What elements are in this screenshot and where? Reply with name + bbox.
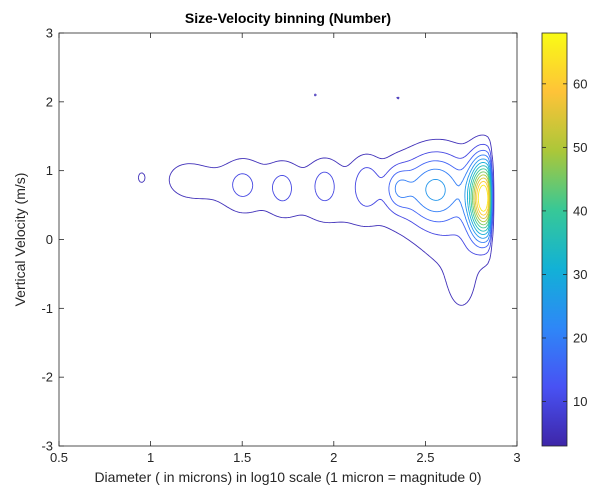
contour-level xyxy=(137,93,495,306)
y-tick-label: -1 xyxy=(41,301,53,316)
contour-level xyxy=(232,143,494,256)
y-tick-label: 0 xyxy=(46,232,53,247)
colorbar-tick-label: 20 xyxy=(573,330,587,345)
plot-area xyxy=(59,33,517,446)
colorbar-tick-label: 50 xyxy=(573,140,587,155)
y-axis-label: Vertical Velocity (m/s) xyxy=(12,173,28,307)
chart-title: Size-Velocity binning (Number) xyxy=(185,10,391,26)
contour-level xyxy=(471,171,491,226)
y-tick-label: 2 xyxy=(46,94,53,109)
contour-level xyxy=(474,177,490,220)
y-tick-label: -3 xyxy=(41,439,53,454)
x-tick-label: 2.5 xyxy=(416,450,434,465)
y-tick-label: 1 xyxy=(46,163,53,178)
contour-level xyxy=(473,174,491,223)
colorbar-tick-label: 30 xyxy=(573,267,587,282)
y-tick-label: 3 xyxy=(46,26,53,41)
contour-level xyxy=(476,180,489,216)
colorbar xyxy=(542,33,567,446)
colorbar-ticks: 10 20 30 40 50 60 xyxy=(542,76,587,409)
x-axis-label: Diameter ( in microns) in log10 scale (1… xyxy=(94,469,481,485)
colorbar-tick-label: 10 xyxy=(573,394,587,409)
x-tick-label: 1 xyxy=(147,450,154,465)
contour-level xyxy=(477,184,489,212)
x-tick-label: 2 xyxy=(330,450,337,465)
x-tick-label: 1.5 xyxy=(233,450,251,465)
x-axis-ticks: 0.5 1 1.5 2 2.5 3 xyxy=(50,33,521,465)
colorbar-tick-label: 60 xyxy=(573,76,587,91)
x-tick-label: 0.5 xyxy=(50,450,68,465)
contour-lines xyxy=(137,93,495,306)
y-axis-ticks: -3 -2 -1 0 1 2 3 xyxy=(41,26,517,454)
y-tick-label: -2 xyxy=(41,370,53,385)
colorbar-frame xyxy=(541,32,568,447)
x-tick-label: 3 xyxy=(513,450,520,465)
colorbar-tick-label: 40 xyxy=(573,203,587,218)
contour-level xyxy=(388,149,493,249)
